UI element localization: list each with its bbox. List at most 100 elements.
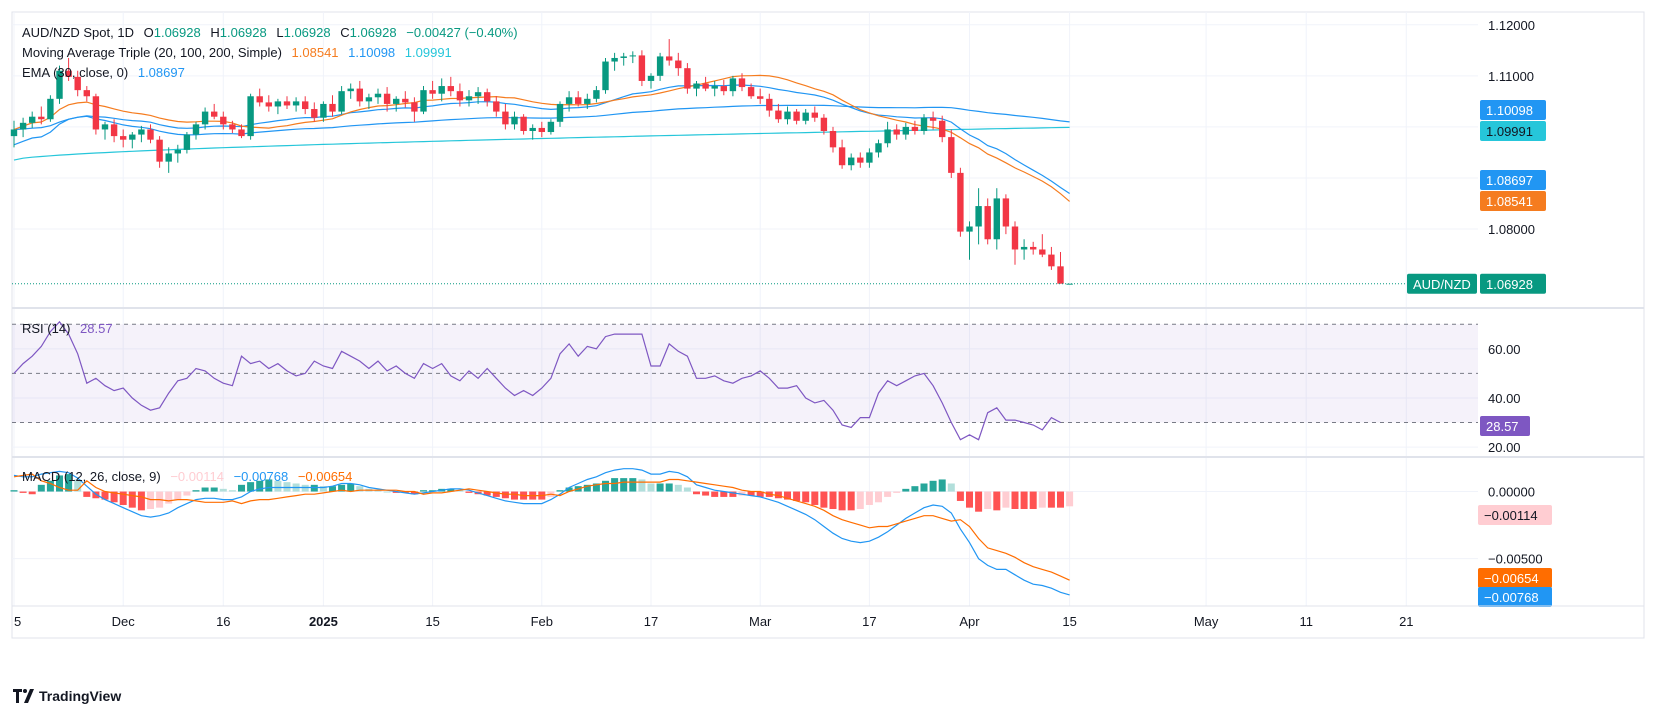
macd-hist-tag-bg xyxy=(1478,505,1552,525)
change-value: −0.00427 (−0.40%) xyxy=(406,25,518,40)
macd-histogram-bar xyxy=(956,491,964,501)
high-label: H xyxy=(210,25,220,40)
macd-histogram-bar xyxy=(319,486,327,492)
rsi-tick-label: 40.00 xyxy=(1488,391,1521,406)
macd-histogram-bar xyxy=(820,491,828,508)
candle xyxy=(29,111,36,128)
symbol-tag-bg xyxy=(1407,273,1477,294)
macd-histogram-bar xyxy=(46,480,54,492)
macd-histogram-bar xyxy=(865,491,873,505)
candle-body xyxy=(183,134,191,150)
candle-body xyxy=(1066,283,1073,285)
candle-body xyxy=(902,126,909,135)
candle-body xyxy=(957,172,964,232)
candle xyxy=(247,93,254,140)
ma20-price-tag-text: 1.08541 xyxy=(1486,194,1533,209)
macd-histogram-bar xyxy=(247,482,255,492)
macd-histogram-bar xyxy=(201,487,209,492)
candle-body xyxy=(939,120,946,138)
candle-body xyxy=(229,124,236,130)
ema30-line xyxy=(13,84,1070,195)
candle xyxy=(238,124,245,139)
candle xyxy=(292,97,300,112)
candle-body xyxy=(256,96,263,103)
candle xyxy=(120,129,127,148)
candle xyxy=(693,80,700,97)
candle-body xyxy=(993,198,1000,240)
candle-body xyxy=(584,98,591,104)
candle-body xyxy=(738,78,746,88)
candle-body xyxy=(101,124,109,130)
tradingview-logo[interactable]: TradingView xyxy=(13,688,121,704)
candle xyxy=(920,114,928,135)
candle xyxy=(502,103,509,130)
pane-separator[interactable] xyxy=(12,307,1644,309)
ma200-price-tag: 1.09991 xyxy=(1480,121,1546,141)
candle-body xyxy=(620,56,627,58)
candle-body xyxy=(729,78,737,92)
candle-body xyxy=(201,111,209,125)
candle-body xyxy=(666,56,673,61)
candle xyxy=(274,98,282,115)
candle xyxy=(556,101,564,127)
candle-body xyxy=(747,87,755,97)
candle xyxy=(165,147,172,173)
candle xyxy=(283,96,291,110)
low-value: 1.06928 xyxy=(283,25,331,40)
candle-body xyxy=(948,137,955,173)
candle-body xyxy=(520,116,527,131)
macd-histogram-bar xyxy=(729,491,737,497)
macd-histogram-bar xyxy=(210,487,218,492)
candle-body xyxy=(174,149,181,154)
candle-body xyxy=(829,130,837,148)
candle xyxy=(875,139,882,158)
candle xyxy=(884,121,891,148)
candle-body xyxy=(110,124,118,137)
candle-body xyxy=(766,98,773,111)
macd-histogram-bar xyxy=(92,491,100,499)
macd-histogram-bar xyxy=(83,491,91,497)
tradingview-wordmark: TradingView xyxy=(39,688,122,704)
rsi-legend-label: RSI (14) xyxy=(22,321,71,336)
candle xyxy=(156,136,163,168)
candle-body xyxy=(775,110,782,120)
time-tick-label: 17 xyxy=(862,614,876,629)
signal-line xyxy=(13,473,1070,581)
time-tick-label: 5 xyxy=(14,614,21,629)
candle xyxy=(211,103,218,120)
candle-body xyxy=(602,61,609,91)
macd-histogram-bar xyxy=(938,479,946,492)
candle-body xyxy=(493,101,500,112)
macd-histogram-bar xyxy=(183,491,191,496)
candle-body xyxy=(1030,246,1037,250)
candle-body xyxy=(638,55,646,81)
candle xyxy=(265,95,272,112)
candle xyxy=(256,88,263,107)
macd-histogram-bar xyxy=(774,491,782,499)
macd-histogram-bar xyxy=(492,491,500,497)
candle-body xyxy=(484,92,491,102)
candle-body xyxy=(502,111,509,125)
candle xyxy=(511,111,518,130)
macd-histogram-bar xyxy=(165,491,173,504)
macd-histogram-bar xyxy=(693,491,700,495)
macd-histogram-bar xyxy=(656,483,664,492)
last-price-tag-text: 1.06928 xyxy=(1486,277,1533,292)
pane-separator[interactable] xyxy=(12,456,1644,458)
macd-histogram-bar xyxy=(811,491,819,505)
candle-body xyxy=(365,97,373,102)
macd-histogram-bar xyxy=(447,488,455,492)
candle xyxy=(411,97,418,122)
candle xyxy=(1011,221,1019,265)
macd-histogram-bar xyxy=(1002,491,1010,508)
candle xyxy=(465,90,473,107)
candle xyxy=(993,188,1000,250)
candle xyxy=(802,109,809,125)
macd-histogram-bar xyxy=(1029,491,1037,509)
ma200-price-tag-bg xyxy=(1480,121,1546,141)
candle xyxy=(374,88,382,104)
candle-body xyxy=(19,122,27,130)
macd-histogram-bar xyxy=(283,482,291,492)
macd-histogram-bar xyxy=(256,480,264,492)
